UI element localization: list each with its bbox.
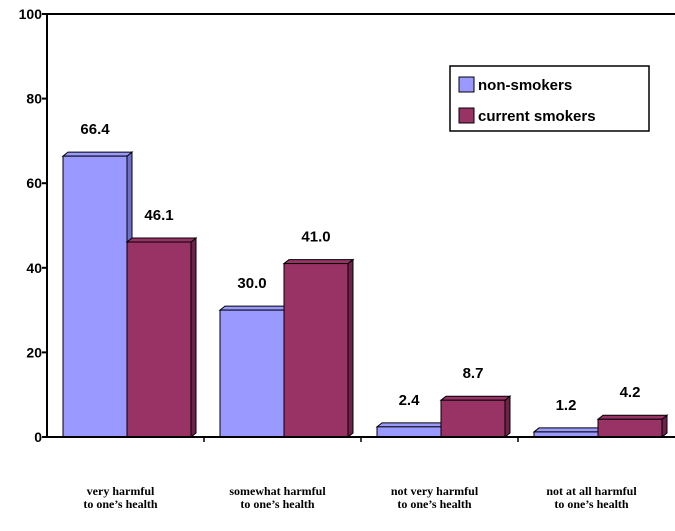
category-label-0-line-1: to one’s health — [83, 497, 158, 511]
legend-label-non-smokers: non-smokers — [478, 77, 572, 94]
y-tick-label-80: 80 — [26, 91, 42, 107]
category-label-2-line-1: to one’s health — [397, 497, 472, 511]
bar-top-current-smokers-0 — [125, 237, 198, 243]
bar-non-smokers-2 — [376, 426, 442, 438]
legend-label-current-smokers: current smokers — [478, 108, 596, 125]
legend-swatch-current-smokers — [458, 107, 475, 124]
category-label-3-line-0: not at all harmful — [546, 484, 637, 498]
axis-layer: 0 20 40 60 80 100 — [19, 6, 675, 445]
y-tick-label-100: 100 — [19, 6, 43, 22]
bar-non-smokers-0 — [62, 155, 128, 438]
legend-box — [449, 65, 650, 132]
data-label-current-smokers-0: 46.1 — [144, 207, 173, 224]
legend: non-smokers current smokers — [449, 65, 650, 132]
bar-side-current-smokers-2 — [504, 395, 511, 439]
bar-current-smokers-1 — [283, 263, 349, 438]
y-tick-label-20: 20 — [26, 344, 42, 360]
bar-top-current-smokers-2 — [439, 395, 512, 401]
bar-non-smokers-1 — [219, 309, 285, 438]
bar-top-non-smokers-3 — [532, 427, 605, 433]
category-label-1-line-0: somewhat harmful — [229, 484, 326, 498]
data-label-non-smokers-2: 2.4 — [399, 392, 421, 409]
data-label-non-smokers-3: 1.2 — [556, 397, 577, 414]
bar-current-smokers-3 — [597, 418, 663, 438]
data-label-current-smokers-1: 41.0 — [301, 229, 330, 246]
bar-current-smokers-0 — [126, 241, 192, 438]
y-tick-label-60: 60 — [26, 175, 42, 191]
y-tick-label-40: 40 — [26, 260, 42, 276]
bar-top-non-smokers-1 — [218, 305, 291, 311]
bar-side-current-smokers-0 — [190, 236, 197, 439]
bar-top-non-smokers-2 — [375, 422, 448, 428]
y-tick-label-0: 0 — [34, 429, 42, 445]
data-label-non-smokers-0: 66.4 — [80, 121, 110, 138]
bar-top-current-smokers-1 — [282, 259, 355, 265]
bar-top-non-smokers-0 — [61, 151, 134, 157]
legend-swatch-non-smokers — [458, 76, 475, 93]
category-label-2-line-0: not very harmful — [391, 484, 479, 498]
bars-layer — [61, 151, 669, 439]
category-label-3-line-1: to one’s health — [554, 497, 629, 511]
data-label-current-smokers-3: 4.2 — [620, 384, 641, 401]
category-label-0-line-0: very harmful — [87, 484, 155, 498]
data-label-current-smokers-2: 8.7 — [463, 365, 484, 382]
bar-top-current-smokers-3 — [596, 414, 669, 420]
bar-current-smokers-2 — [440, 399, 506, 438]
data-label-non-smokers-1: 30.0 — [237, 275, 266, 292]
bar-side-current-smokers-1 — [347, 258, 354, 439]
category-label-1-line-1: to one’s health — [240, 497, 315, 511]
